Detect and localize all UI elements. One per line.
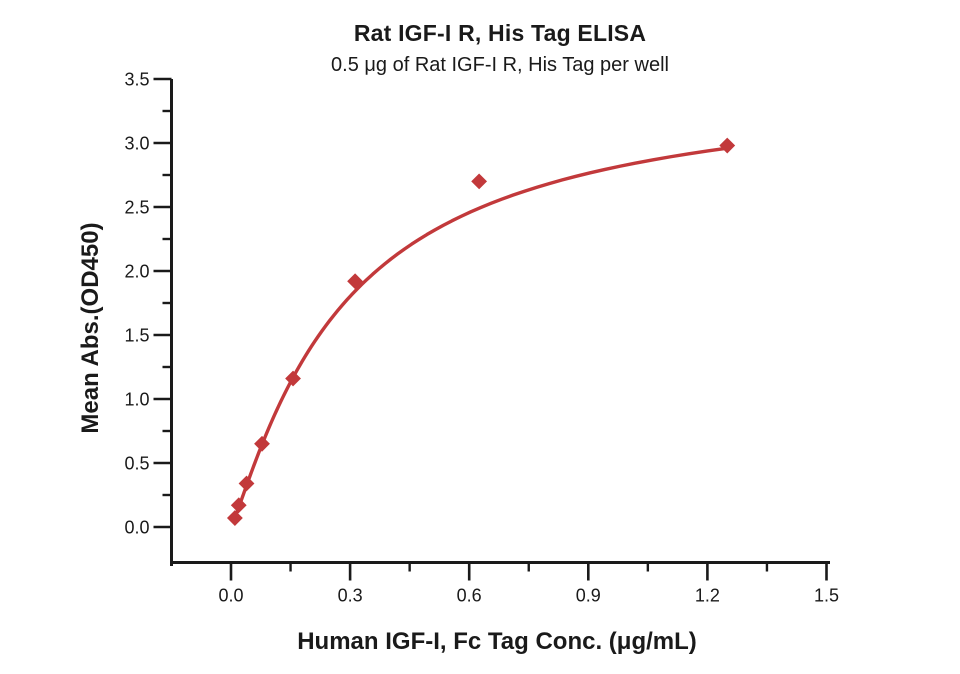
x-tick-label: 0.9 [576,586,601,606]
chart-title: Rat IGF-I R, His Tag ELISA [353,20,647,46]
x-tick-label: 0.3 [338,586,363,606]
x-tick-label: 0.6 [457,586,482,606]
data-point-marker [285,370,301,387]
y-tick-label: 3.0 [124,134,149,154]
x-axis-title: Human IGF-I, Fc Tag Conc. (μg/mL) [297,628,697,655]
x-tick-label: 1.5 [814,586,839,606]
data-point-marker [254,435,270,452]
data-point-marker [230,497,247,514]
x-tick-label: 1.2 [695,586,720,606]
y-tick-label: 2.0 [124,262,149,282]
data-point-marker [719,137,736,154]
data-point-marker [226,510,243,526]
y-tick-label: 1.5 [124,326,149,346]
data-points [226,137,736,526]
x-tick-label: 0.0 [218,586,243,606]
data-point-marker [238,475,255,492]
y-tick-label: 0.0 [124,518,149,538]
chart-subtitle: 0.5 μg of Rat IGF-I R, His Tag per well [331,54,669,76]
y-tick-label: 0.5 [124,454,149,474]
axes [170,79,830,566]
y-tick-label: 2.5 [124,198,149,218]
y-tick-label: 3.5 [124,70,149,90]
fit-curve [233,146,729,520]
data-point-marker [347,273,363,290]
axis-tick-labels: 0.0 0.3 0.6 0.9 1.2 1.5 0.0 0.5 1.0 1.5 2.0 2.5 3.0 3… [124,70,839,606]
dose-response-curve [233,146,729,520]
y-tick-label: 1.0 [124,390,149,410]
axis-ticks [153,77,828,581]
data-point-marker [471,173,488,190]
